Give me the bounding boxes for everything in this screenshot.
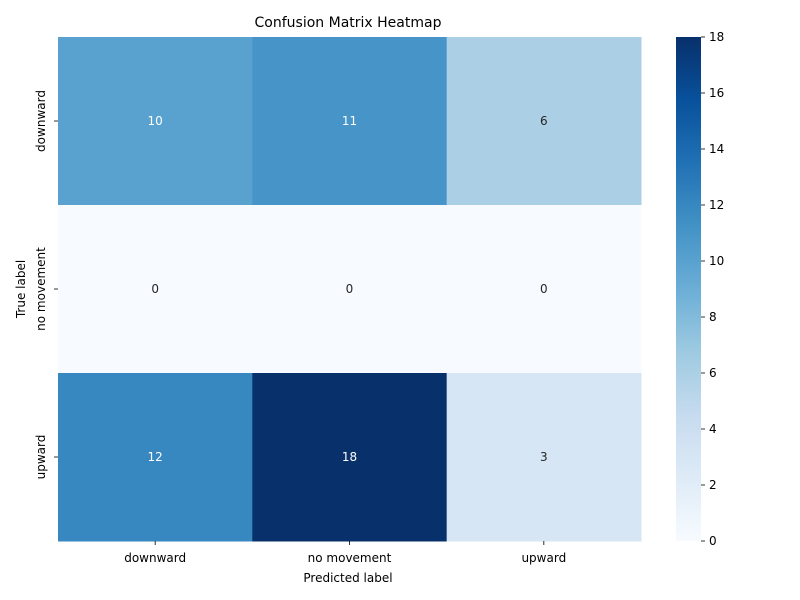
colorbar-tick-label: 8 [709,310,717,324]
colorbar: 0 2 4 6 8 10 12 14 16 18 [676,30,724,548]
y-axis-ticks: downward no movement upward [34,90,58,479]
colorbar-tick-label: 12 [709,198,724,212]
heatmap-cells [58,37,642,542]
colorbar-tick-label: 0 [709,534,717,548]
heatmap-cell [446,37,642,206]
colorbar-tick-label: 18 [709,30,724,44]
heatmap-cell [252,373,448,542]
heatmap-cell [446,205,642,374]
cell-value-label: 6 [540,114,548,128]
cell-value-label: 12 [148,450,163,464]
colorbar-ticks: 0 2 4 6 8 10 12 14 16 18 [701,30,724,548]
chart-title: Confusion Matrix Heatmap [255,15,442,31]
y-tick-label: downward [34,90,48,152]
colorbar-tick-label: 14 [709,142,724,156]
x-tick-label: no movement [308,551,392,565]
heatmap-cell [58,37,253,206]
heatmap-cell [252,205,448,374]
colorbar-tick-label: 16 [709,86,724,100]
cell-value-label: 0 [540,282,548,296]
heatmap-cell [252,37,448,206]
y-tick-label: upward [34,435,48,480]
x-axis-ticks: downward no movement upward [124,541,566,565]
y-axis-label: True label [14,260,28,319]
cell-value-label: 0 [151,282,159,296]
cell-value-label: 3 [540,450,548,464]
x-tick-label: downward [124,551,186,565]
colorbar-tick-label: 10 [709,254,724,268]
cell-value-label: 10 [148,114,163,128]
x-tick-label: upward [521,551,566,565]
colorbar-gradient [676,37,701,541]
heatmap-cell [446,373,642,542]
y-tick-label: no movement [34,247,48,331]
colorbar-tick-label: 4 [709,422,717,436]
cell-value-label: 11 [342,114,357,128]
cell-value-label: 0 [346,282,354,296]
heatmap-cell [58,205,253,374]
colorbar-tick-label: 6 [709,366,717,380]
heatmap-cell [58,373,253,542]
x-axis-label: Predicted label [303,571,392,585]
heatmap-cell-labels: 10 11 6 0 0 0 12 18 3 [148,114,548,464]
colorbar-tick-label: 2 [709,478,717,492]
cell-value-label: 18 [342,450,357,464]
